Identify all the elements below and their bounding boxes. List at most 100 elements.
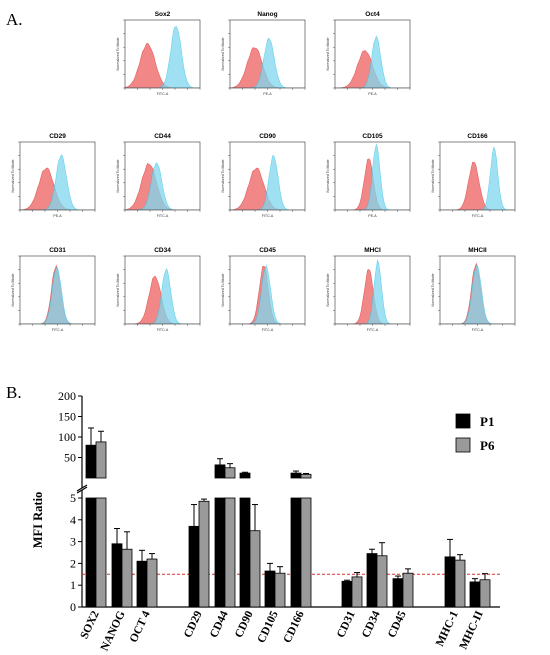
histogram-xlabel: FITC-A (472, 214, 484, 218)
legend-swatch-p6 (455, 437, 471, 453)
bar-upper-segment (214, 464, 226, 479)
histogram-title: MHCII (468, 247, 487, 254)
bar-p6-cd31 (351, 572, 363, 608)
bar-p6-cd105 (274, 566, 286, 608)
bar-p1-cd105 (264, 562, 276, 608)
bar-p1-cd31 (341, 579, 353, 608)
bar (249, 530, 261, 608)
bar-p6-nanog (121, 531, 133, 608)
marker-peak (125, 25, 200, 88)
histogram-title: CD166 (467, 133, 488, 140)
histogram-cd44: CD44 FITC-A Normalized To Mode (116, 133, 201, 218)
histogram-oct4: Oct4 PE-A Normalized To Mode (326, 11, 411, 96)
histogram-xlabel: PE-A (368, 92, 377, 96)
bar-p1-mhc-ii (469, 578, 481, 608)
flow-histogram-grid: Sox2 FITC-A Normalized To Mode Nanog PE-A Nor… (11, 11, 516, 332)
histogram-title: CD29 (49, 133, 66, 140)
x-category-label: SOX2 (78, 609, 101, 641)
bar-p6-cd90 (249, 504, 261, 608)
marker-peak (20, 154, 95, 210)
histogram-ylabel: Normalized To Mode (116, 160, 120, 193)
histogram-title: CD44 (154, 133, 171, 140)
histogram-ylabel: Normalized To Mode (221, 38, 225, 71)
bar (198, 500, 210, 608)
x-category-label: CD90 (233, 609, 256, 640)
bar (402, 572, 414, 608)
bar-p6-oct-4 (146, 553, 158, 608)
bar-upper-segment (290, 472, 302, 479)
bar-p1-cd45 (392, 575, 404, 608)
bar-p1-nanog (111, 528, 123, 608)
bar (188, 525, 200, 608)
histogram-cd105: CD105 PE-A Normalized To Mode (326, 133, 411, 218)
histogram-xlabel: PE-A (263, 92, 272, 96)
axis-break-mark (76, 486, 88, 494)
bar (121, 548, 133, 608)
x-category-label: MHC-II (458, 609, 486, 652)
bar-lower-segment (214, 497, 226, 608)
histogram-cd34: CD34 FITC-A Normalized To Mode (116, 247, 201, 332)
marker-peak (440, 265, 515, 324)
histogram-nanog: Nanog PE-A Normalized To Mode (221, 11, 306, 96)
bar (146, 558, 158, 608)
y-tick-label-upper: 150 (58, 410, 76, 424)
bar-upper-segment (224, 467, 236, 479)
y-tick-label-upper: 200 (58, 389, 76, 403)
y-tick-label-lower: 2 (70, 556, 76, 570)
panel-b-label: B. (6, 383, 22, 402)
bar-p1-cd44 (214, 458, 226, 608)
histogram-xlabel: FITC-A (472, 328, 484, 332)
histogram-title: Sox2 (155, 11, 171, 18)
marker-peak (335, 143, 410, 210)
marker-peak (230, 37, 305, 88)
bar-p6-sox2 (95, 430, 107, 608)
marker-peak (230, 155, 305, 210)
histogram-mhcii: MHCII FITC-A Normalized To Mode (431, 247, 516, 332)
x-category-label: OCT 4 (128, 609, 153, 645)
axis-break-mark (76, 484, 88, 492)
histogram-xlabel: FITC-A (157, 92, 169, 96)
histogram-cd31: CD31 FITC-A Normalized To Mode (11, 247, 96, 332)
x-category-label: CD31 (335, 609, 358, 640)
isotype-control-peak (125, 42, 200, 88)
legend-label-p6: P6 (480, 438, 495, 453)
bar (341, 580, 353, 608)
bar (376, 555, 388, 608)
histogram-xlabel: FITC-A (52, 328, 64, 332)
histogram-mhci: MHCI FITC-A Normalized To Mode (326, 247, 411, 332)
bar-p1-mhc-1 (444, 538, 456, 608)
bar-lower-segment (95, 497, 107, 608)
histogram-cd90: CD90 FITC-A Normalized To Mode (221, 133, 306, 218)
histogram-ylabel: Normalized To Mode (431, 160, 435, 193)
legend-swatch-p1 (455, 413, 471, 429)
x-category-label: MHC-1 (434, 609, 461, 648)
y-tick-label-lower: 4 (70, 513, 76, 527)
bar (351, 576, 363, 608)
bar (111, 543, 123, 608)
x-category-label: CD34 (360, 609, 383, 640)
histogram-cd45: CD45 FITC-A Normalized To Mode (221, 247, 306, 332)
bar (274, 572, 286, 608)
y-tick-label-lower: 0 (70, 600, 76, 614)
x-category-label: CD45 (386, 609, 409, 640)
bar-p1-cd34 (366, 548, 378, 608)
histogram-xlabel: FITC-A (367, 328, 379, 332)
panel-a-label: A. (6, 10, 23, 29)
histogram-xlabel: FITC-A (157, 328, 169, 332)
x-category-label: NANOG (99, 609, 128, 653)
bar (444, 556, 456, 608)
y-tick-label-upper: 100 (58, 430, 76, 444)
bar (136, 560, 148, 608)
histogram-xlabel: FITC-A (157, 214, 169, 218)
marker-peak (335, 35, 410, 88)
histogram-cd29: CD29 PE-A Normalized To Mode (11, 133, 96, 218)
bar (366, 553, 378, 608)
x-category-label: CD166 (282, 609, 307, 645)
x-category-label: CD105 (256, 609, 281, 645)
histogram-cd166: CD166 FITC-A Normalized To Mode (431, 133, 516, 218)
histogram-title: MHCI (364, 247, 381, 254)
histogram-ylabel: Normalized To Mode (11, 274, 15, 307)
histogram-ylabel: Normalized To Mode (116, 38, 120, 71)
